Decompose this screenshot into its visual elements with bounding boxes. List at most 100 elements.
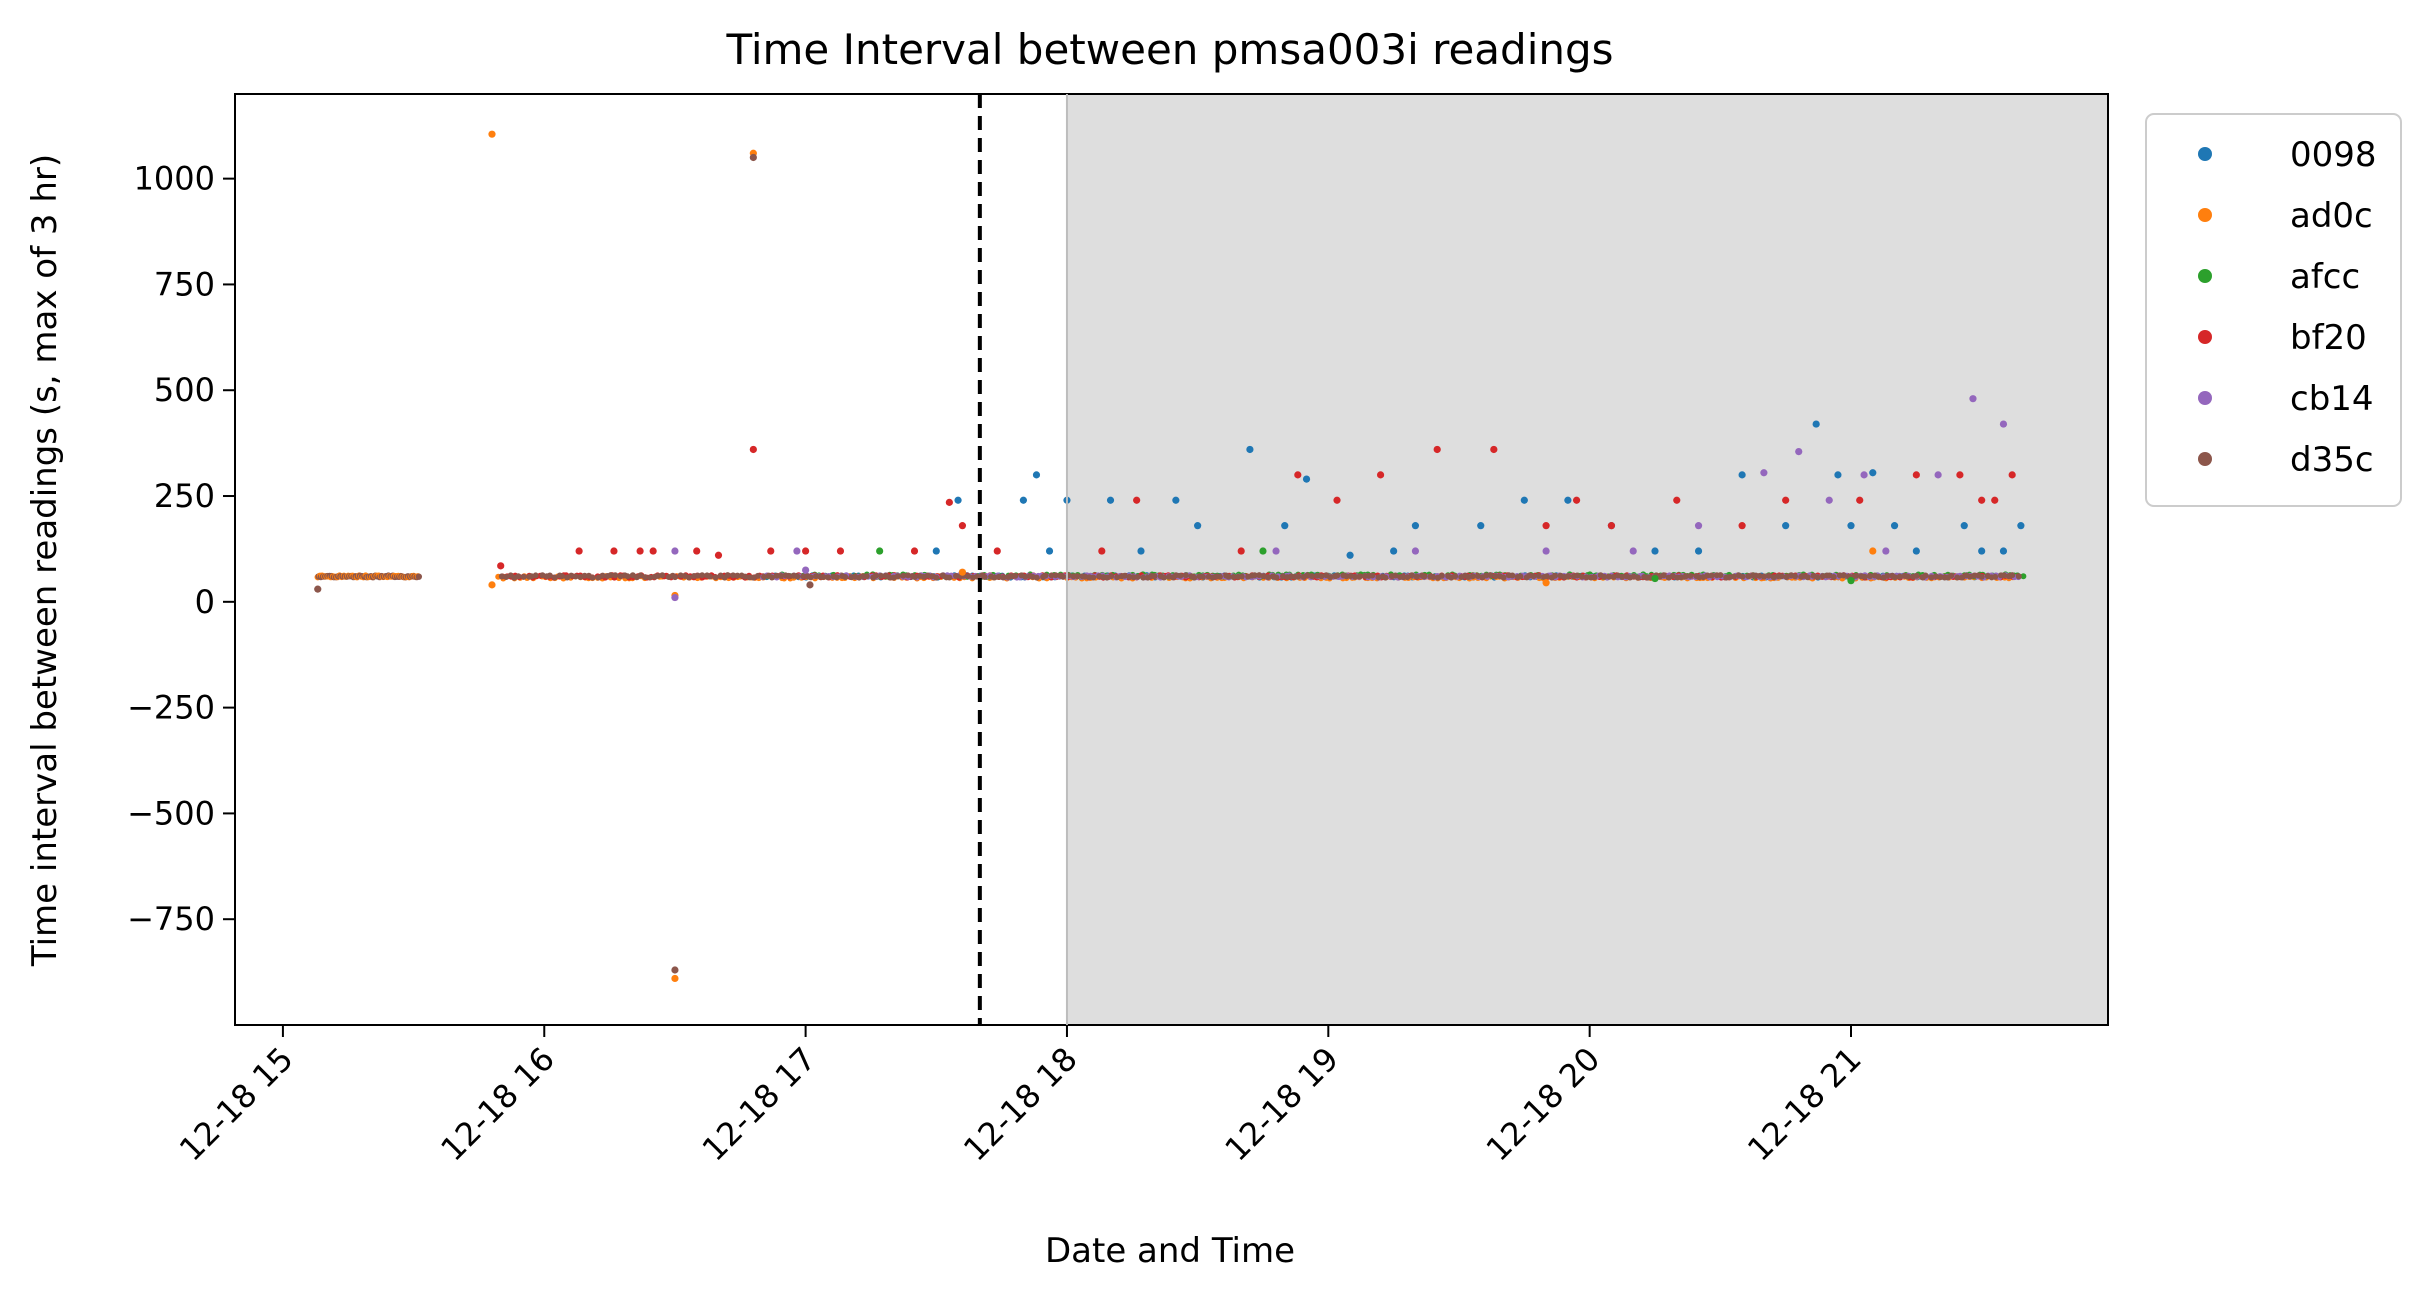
data-point (520, 573, 527, 580)
y-axis: 1000 750 500 250 0 −250 −500 −750 (127, 160, 235, 938)
data-point (1694, 547, 1703, 555)
data-point (806, 581, 814, 589)
data-point (924, 572, 931, 579)
data-point (1745, 573, 1752, 580)
data-point (1137, 547, 1145, 555)
data-point (1739, 573, 1746, 580)
data-point (2017, 522, 2025, 530)
data-point (1922, 572, 1929, 579)
data-point (1760, 573, 1767, 580)
data-point (793, 547, 801, 555)
data-point (1708, 572, 1715, 579)
legend-marker (2198, 269, 2212, 283)
data-point (1552, 572, 1559, 579)
data-point (1934, 471, 1942, 479)
data-point (734, 572, 741, 579)
data-point (1687, 572, 1694, 579)
data-point (1812, 420, 1820, 428)
data-point (794, 573, 801, 580)
data-point (872, 572, 879, 579)
plot-frame (234, 93, 2109, 1026)
data-point (749, 153, 757, 162)
data-point (1191, 574, 1198, 581)
data-point (1912, 471, 1920, 479)
data-point (1542, 579, 1550, 587)
data-point (581, 572, 588, 579)
legend-label: d35c (2290, 440, 2374, 480)
data-point (1074, 573, 1081, 580)
data-point (1840, 572, 1847, 579)
data-point (1853, 572, 1860, 579)
data-point (1904, 573, 1911, 580)
data-point (802, 547, 810, 555)
data-point (546, 572, 553, 579)
data-point (1019, 496, 1028, 504)
data-point (724, 572, 731, 579)
data-point (1543, 573, 1550, 580)
data-point (1106, 496, 1115, 504)
data-point (1978, 496, 1986, 504)
data-point (1578, 573, 1585, 580)
data-point (1542, 522, 1550, 530)
data-point (1619, 573, 1626, 580)
data-point (1318, 573, 1325, 580)
data-point (498, 573, 505, 580)
data-point (1133, 496, 1141, 504)
data-point (1022, 573, 1029, 580)
data-point (1651, 574, 1659, 583)
data-point (761, 573, 768, 580)
data-point (842, 574, 849, 581)
data-point (1574, 572, 1581, 579)
data-point (1392, 572, 1399, 579)
data-point (694, 572, 701, 579)
data-point (1060, 573, 1067, 580)
data-point (1487, 572, 1494, 579)
y-tick-label: 250 (154, 477, 215, 515)
data-point (730, 572, 737, 579)
data-point (1782, 496, 1790, 504)
data-point (1475, 572, 1482, 579)
data-point (993, 547, 1001, 555)
data-point (1042, 572, 1049, 579)
data-point (572, 573, 579, 580)
data-point (1408, 572, 1415, 579)
data-point (1971, 572, 1978, 579)
data-point (1411, 547, 1420, 555)
data-point (1032, 471, 1041, 479)
data-point (685, 574, 692, 581)
data-point (1140, 574, 1147, 581)
data-point (1896, 573, 1903, 580)
data-points (314, 130, 2027, 983)
data-point (1912, 547, 1920, 555)
data-point (1090, 574, 1097, 581)
data-point (1804, 574, 1811, 581)
data-point (1246, 445, 1254, 454)
data-point (559, 573, 566, 580)
data-point (785, 572, 792, 579)
data-point (1045, 547, 1054, 555)
data-point (599, 572, 606, 579)
y-axis-title: Time interval between readings (s, max o… (25, 154, 65, 967)
data-point (1259, 547, 1267, 555)
data-point (1572, 496, 1581, 504)
data-point (1884, 572, 1891, 579)
data-point (1999, 420, 2008, 428)
data-point (1869, 547, 1877, 555)
data-point (1517, 573, 1524, 580)
data-point (1948, 572, 1955, 579)
data-point (1327, 574, 1334, 581)
data-point (1717, 572, 1724, 579)
data-point (1520, 496, 1528, 504)
data-point (1969, 395, 1977, 403)
data-point (1369, 572, 1376, 579)
data-point (636, 547, 644, 555)
data-point (2000, 572, 2007, 579)
data-point (1991, 496, 1999, 504)
data-point (1225, 573, 1232, 580)
data-point (1182, 572, 1189, 579)
data-point (1421, 573, 1428, 580)
data-point (932, 547, 940, 555)
data-point (1564, 496, 1572, 504)
data-point (910, 547, 919, 555)
data-point (1992, 573, 1999, 580)
